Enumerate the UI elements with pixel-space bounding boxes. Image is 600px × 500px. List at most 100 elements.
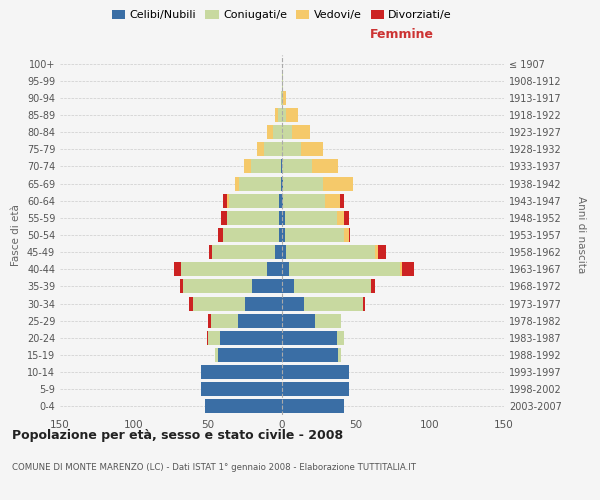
Bar	[223, 228, 279, 242]
Bar	[208, 314, 211, 328]
Bar	[189, 296, 193, 310]
Bar	[227, 211, 279, 225]
Bar	[251, 160, 281, 173]
Bar	[279, 228, 282, 242]
Bar	[279, 194, 282, 207]
Bar	[235, 176, 239, 190]
Bar	[283, 91, 286, 105]
Bar	[364, 296, 365, 310]
Bar	[223, 194, 227, 207]
Bar	[282, 262, 289, 276]
Bar	[325, 194, 340, 207]
Bar	[282, 400, 344, 413]
Bar	[221, 211, 227, 225]
Bar	[215, 348, 218, 362]
Bar	[282, 331, 337, 345]
Bar	[281, 91, 282, 105]
Bar	[180, 280, 183, 293]
Bar	[253, 280, 282, 293]
Bar	[208, 331, 220, 345]
Bar	[281, 160, 282, 173]
Bar	[245, 296, 282, 310]
Bar	[244, 160, 251, 173]
Bar	[282, 280, 294, 293]
Bar	[209, 245, 212, 259]
Bar	[200, 382, 282, 396]
Bar	[282, 91, 283, 105]
Bar	[275, 245, 282, 259]
Bar	[273, 125, 282, 139]
Bar	[282, 211, 285, 225]
Y-axis label: Anni di nascita: Anni di nascita	[575, 196, 586, 274]
Bar	[282, 176, 283, 190]
Bar	[371, 280, 375, 293]
Bar	[349, 228, 350, 242]
Bar	[285, 228, 344, 242]
Bar	[239, 176, 281, 190]
Bar	[281, 176, 282, 190]
Bar	[282, 160, 311, 173]
Bar	[282, 382, 349, 396]
Bar	[257, 142, 264, 156]
Bar	[282, 194, 283, 207]
Bar	[278, 108, 282, 122]
Bar	[337, 331, 344, 345]
Bar	[282, 108, 286, 122]
Bar	[282, 245, 286, 259]
Bar	[344, 228, 349, 242]
Bar	[212, 245, 275, 259]
Bar	[289, 262, 400, 276]
Bar	[294, 280, 371, 293]
Bar	[193, 296, 245, 310]
Bar	[402, 262, 414, 276]
Bar	[279, 211, 282, 225]
Bar	[337, 211, 344, 225]
Bar	[267, 125, 273, 139]
Bar	[282, 142, 301, 156]
Bar	[282, 228, 285, 242]
Bar	[218, 348, 282, 362]
Bar	[304, 296, 364, 310]
Bar	[286, 245, 375, 259]
Bar	[181, 262, 267, 276]
Text: Popolazione per età, sesso e stato civile - 2008: Popolazione per età, sesso e stato civil…	[12, 430, 343, 442]
Bar	[282, 365, 349, 379]
Bar	[400, 262, 402, 276]
Bar	[285, 211, 337, 225]
Bar	[218, 228, 223, 242]
Bar	[340, 194, 344, 207]
Bar	[267, 262, 282, 276]
Bar	[378, 245, 386, 259]
Bar	[338, 348, 341, 362]
Bar	[311, 160, 338, 173]
Y-axis label: Fasce di età: Fasce di età	[11, 204, 21, 266]
Bar	[282, 314, 314, 328]
Bar	[220, 331, 282, 345]
Bar	[323, 176, 353, 190]
Bar	[282, 74, 283, 88]
Bar	[211, 314, 238, 328]
Bar	[174, 262, 181, 276]
Bar	[282, 296, 304, 310]
Bar	[283, 176, 323, 190]
Bar	[282, 348, 338, 362]
Bar	[275, 108, 278, 122]
Bar	[314, 314, 341, 328]
Bar	[183, 280, 253, 293]
Text: Femmine: Femmine	[370, 28, 434, 40]
Bar	[344, 211, 349, 225]
Bar	[200, 365, 282, 379]
Bar	[301, 142, 323, 156]
Bar	[282, 125, 292, 139]
Bar	[375, 245, 378, 259]
Bar	[264, 142, 282, 156]
Bar	[286, 108, 298, 122]
Bar	[292, 125, 310, 139]
Text: COMUNE DI MONTE MARENZO (LC) - Dati ISTAT 1° gennaio 2008 - Elaborazione TUTTITA: COMUNE DI MONTE MARENZO (LC) - Dati ISTA…	[12, 464, 416, 472]
Bar	[206, 331, 208, 345]
Bar	[227, 194, 229, 207]
Bar	[283, 194, 325, 207]
Bar	[229, 194, 279, 207]
Bar	[238, 314, 282, 328]
Bar	[205, 400, 282, 413]
